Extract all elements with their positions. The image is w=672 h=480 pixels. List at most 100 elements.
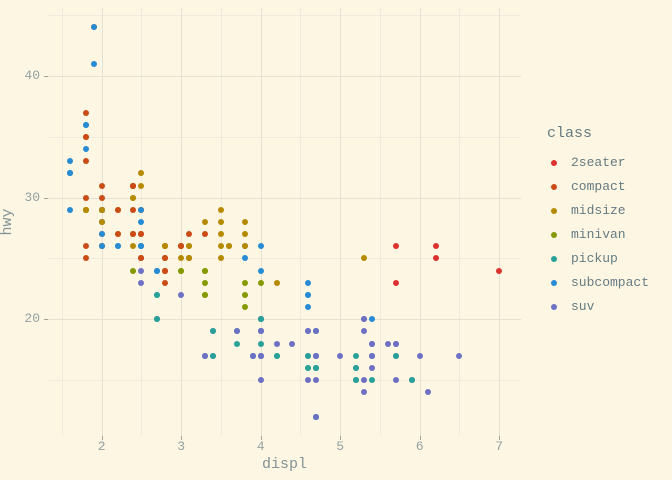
data-point — [392, 279, 399, 286]
x-minor-gridline — [459, 8, 461, 436]
data-point — [202, 231, 208, 238]
data-point — [496, 267, 503, 274]
data-point — [313, 377, 320, 384]
x-minor-gridline — [61, 8, 63, 436]
data-point — [273, 279, 280, 286]
data-point — [98, 243, 105, 250]
data-point — [392, 377, 399, 384]
data-point — [225, 243, 232, 250]
data-point — [90, 24, 97, 31]
data-point — [82, 158, 89, 165]
data-point — [98, 206, 105, 213]
y-axis-tick-label: 40 — [24, 68, 40, 84]
plot-panel — [48, 8, 521, 436]
data-point — [130, 231, 137, 238]
data-point — [257, 340, 264, 347]
legend-point-icon — [551, 304, 557, 310]
data-point — [138, 279, 145, 286]
data-point — [178, 255, 185, 262]
y-minor-gridline — [48, 15, 521, 17]
data-point — [98, 231, 105, 238]
x-axis-title: displ — [261, 456, 307, 473]
data-point — [130, 194, 137, 201]
legend-point-icon — [551, 184, 557, 190]
data-point — [130, 267, 137, 274]
y-axis-tick-label: 20 — [24, 311, 40, 327]
data-point — [186, 231, 193, 238]
x-axis-tick-label: 4 — [256, 439, 265, 454]
data-point — [130, 243, 137, 250]
data-point — [138, 255, 145, 262]
y-axis-tick-mark — [44, 319, 48, 321]
y-axis-tick-label: 30 — [24, 189, 40, 205]
legend-item: compact — [545, 175, 649, 199]
y-major-gridline — [48, 319, 521, 321]
data-point — [392, 340, 399, 347]
data-point — [360, 316, 367, 323]
data-point — [186, 255, 193, 262]
data-point — [98, 194, 105, 201]
legend-item-label: subcompact — [571, 275, 650, 290]
data-point — [353, 364, 360, 371]
y-minor-gridline — [48, 258, 521, 260]
data-point — [162, 279, 169, 286]
data-point — [209, 352, 216, 359]
data-point — [241, 231, 248, 238]
data-point — [202, 219, 208, 225]
data-point — [209, 328, 216, 335]
y-axis-tick-mark — [44, 76, 48, 78]
data-point — [416, 352, 423, 359]
data-point — [305, 352, 312, 359]
data-point — [233, 328, 240, 335]
x-axis-tick-label: 7 — [495, 439, 504, 454]
data-point — [154, 267, 161, 274]
data-point — [360, 328, 367, 335]
data-point — [241, 243, 248, 250]
data-point — [162, 255, 169, 262]
data-point — [313, 352, 320, 359]
legend-item: suv — [545, 295, 649, 319]
data-point — [313, 364, 320, 371]
data-point — [313, 328, 320, 335]
x-axis-tick-mark — [499, 436, 501, 440]
data-point — [138, 182, 145, 189]
data-point — [162, 267, 169, 274]
data-point — [82, 109, 89, 116]
data-point — [202, 279, 208, 286]
data-point — [138, 231, 145, 238]
legend-item-label: midsize — [571, 203, 626, 218]
data-point — [392, 352, 399, 359]
data-point — [66, 206, 73, 213]
data-point — [241, 291, 248, 298]
data-point — [217, 231, 224, 238]
data-point — [241, 279, 248, 286]
data-point — [368, 377, 375, 384]
data-point — [217, 219, 224, 225]
y-major-gridline — [48, 76, 521, 78]
y-axis-tick-mark — [44, 197, 48, 199]
x-major-gridline — [419, 8, 421, 436]
data-point — [138, 170, 145, 177]
data-point — [257, 352, 264, 359]
data-point — [98, 219, 105, 225]
data-point — [313, 413, 320, 420]
data-point — [130, 206, 137, 213]
legend-point-icon — [551, 160, 557, 166]
data-point — [273, 352, 280, 359]
data-point — [360, 255, 367, 262]
data-point — [305, 377, 312, 384]
legend-item-label: suv — [571, 299, 595, 314]
data-point — [305, 291, 312, 298]
data-point — [337, 352, 344, 359]
x-axis-tick-mark — [340, 436, 342, 440]
x-axis-tick-mark — [101, 436, 103, 440]
data-point — [217, 206, 224, 213]
legend-point-icon — [551, 232, 557, 238]
data-point — [432, 255, 439, 262]
x-major-gridline — [260, 8, 262, 436]
x-axis-tick-mark — [419, 436, 421, 440]
data-point — [368, 316, 375, 323]
data-point — [82, 243, 89, 250]
x-minor-gridline — [300, 8, 302, 436]
